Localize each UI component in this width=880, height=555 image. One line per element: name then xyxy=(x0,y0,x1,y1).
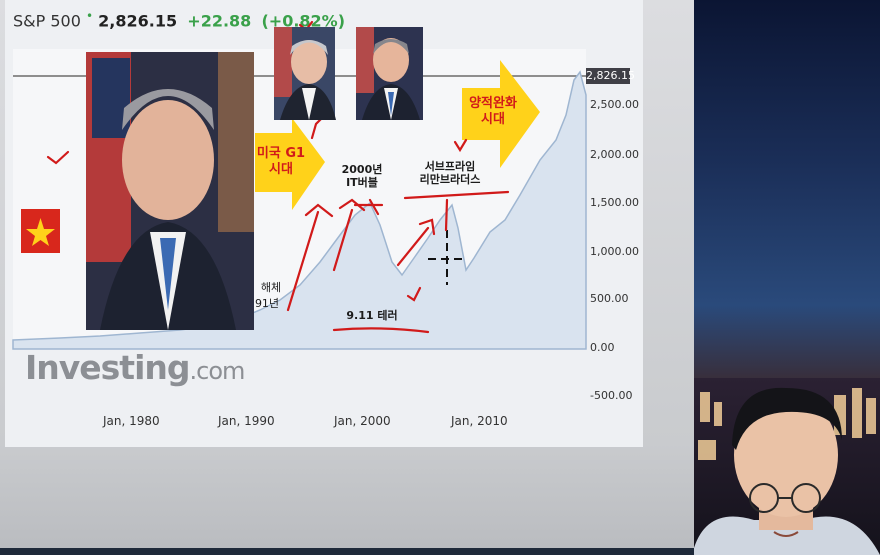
x-tick-label: Jan, 2000 xyxy=(334,414,391,428)
y-tick-label: 1,500.00 xyxy=(590,196,639,209)
annotation-qe-era: 양적완화 시대 xyxy=(469,96,517,127)
y-tick-label: 500.00 xyxy=(590,292,629,305)
presenter-layer xyxy=(694,387,880,555)
photo-layer xyxy=(21,27,423,330)
portrait-large xyxy=(86,52,254,330)
bottom-strip xyxy=(0,548,694,555)
up-dot-icon: • xyxy=(86,9,94,23)
portrait-small-1 xyxy=(274,27,336,120)
ticker-symbol: S&P 500 xyxy=(13,11,81,31)
investing-logo: Investing.com xyxy=(25,348,245,387)
y-tick-label: 2,000.00 xyxy=(590,148,639,161)
ticker-change: +22.88 xyxy=(187,11,252,31)
ticker-header: S&P 500 • 2,826.15 +22.88 (+0.82%) xyxy=(13,9,345,30)
ticker-price: 2,826.15 xyxy=(98,11,178,31)
y-tick-label: 1,000.00 xyxy=(590,245,639,258)
annotation-dotcom: 2000년 IT버블 xyxy=(341,163,383,189)
x-tick-label: Jan, 1980 xyxy=(103,414,160,428)
presenter xyxy=(694,387,880,555)
x-tick-label: Jan, 2010 xyxy=(451,414,508,428)
annotation-subprime: 서브프라임 리만브라더스 xyxy=(419,160,481,186)
yellow-arrow-qe xyxy=(462,60,540,168)
annotation-dissolution-year: 91년 xyxy=(254,297,280,310)
y-tick-label: 0.00 xyxy=(590,341,615,354)
annotation-911: 9.11 테러 xyxy=(346,309,398,322)
y-tick-label: 2,500.00 xyxy=(590,98,639,111)
y-tick-label: -500.00 xyxy=(590,389,633,402)
last-price-label: 2,826.15 xyxy=(586,68,635,84)
annotation-dissolution-top: 해체 xyxy=(260,281,282,294)
ticker-change-percent: (+0.82%) xyxy=(261,11,346,31)
portrait-small-2 xyxy=(356,27,423,120)
x-tick-label: Jan, 1990 xyxy=(218,414,275,428)
flag-image xyxy=(21,209,60,253)
yellow-arrow-g1 xyxy=(255,118,325,210)
red-pen-marks xyxy=(46,20,510,334)
annotation-g1-era: 미국 G1 시대 xyxy=(256,146,306,177)
